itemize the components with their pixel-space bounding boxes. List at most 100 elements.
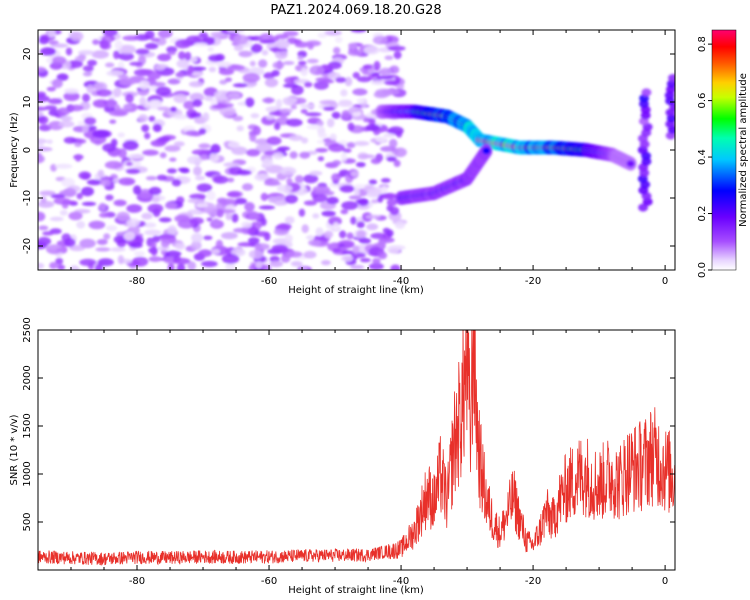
heatmap-noise-blob — [92, 39, 100, 45]
heatmap-noise-blob — [201, 260, 218, 268]
heatmap-noise-blob — [86, 84, 95, 94]
heatmap-noise-blob — [105, 194, 114, 201]
heatmap-noise-blob — [341, 110, 351, 119]
heatmap-noise-blob — [52, 43, 69, 48]
x-tick-label: -40 — [393, 576, 409, 587]
heatmap-noise-blob — [388, 126, 404, 136]
heatmap-noise-blob — [198, 143, 211, 149]
heatmap-noise-blob — [212, 175, 229, 184]
heatmap-noise-blob — [38, 106, 48, 111]
heatmap-noise-blob — [75, 154, 82, 162]
heatmap-noise-blob — [187, 155, 203, 165]
heatmap-noise-blob — [274, 49, 288, 60]
heatmap-noise-blob — [249, 60, 256, 67]
heatmap-noise-blob — [158, 217, 172, 223]
snr-series-line — [38, 330, 675, 566]
heatmap-noise-blob — [154, 64, 166, 71]
heatmap-noise-blob — [227, 177, 235, 183]
heatmap-noise-blob — [210, 98, 218, 107]
heatmap-noise-blob — [236, 125, 244, 132]
heatmap-noise-blob — [167, 78, 181, 85]
heatmap-noise-blob — [329, 133, 337, 141]
heatmap-noise-blob — [134, 250, 145, 257]
heatmap-noise-blob — [70, 31, 84, 42]
heatmap-noise-blob — [321, 260, 331, 266]
heatmap-noise-blob — [277, 223, 292, 231]
heatmap-noise-blob — [317, 156, 325, 162]
heatmap-noise-blob — [352, 245, 360, 254]
heatmap-noise-blob — [375, 136, 388, 143]
y-tick-label: 2500 — [22, 317, 33, 342]
heatmap-noise-blob — [110, 247, 126, 252]
heatmap-noise-blob — [298, 208, 306, 217]
heatmap-noise-blob — [44, 105, 58, 111]
heatmap-noise-blob — [262, 264, 272, 270]
heatmap-noise-blob — [95, 247, 111, 252]
heatmap-noise-blob — [231, 213, 239, 223]
heatmap-noise-blob — [199, 154, 209, 161]
heatmap-noise-blob — [92, 129, 110, 138]
heatmap-noise-blob — [82, 71, 92, 77]
heatmap-noise-blob — [144, 222, 157, 228]
heatmap-noise-blob — [108, 110, 127, 117]
heatmap-noise-blob — [63, 91, 80, 102]
heatmap-noise-blob — [290, 261, 303, 267]
colorbar-gradient — [711, 29, 737, 271]
heatmap-noise-blob — [76, 221, 86, 229]
heatmap-track-core — [482, 147, 491, 155]
heatmap-noise-blob — [185, 130, 199, 137]
heatmap-noise-blob — [122, 35, 140, 41]
heatmap-noise-blob — [164, 145, 181, 152]
heatmap-noise-blob — [274, 200, 284, 206]
heatmap-noise-blob — [358, 154, 376, 159]
heatmap-noise-blob — [308, 239, 322, 247]
heatmap-noise-blob — [390, 264, 401, 270]
heatmap-noise-blob — [342, 148, 352, 153]
heatmap-noise-blob — [171, 179, 182, 187]
heatmap-noise-blob — [132, 256, 149, 267]
heatmap-noise-blob — [118, 177, 136, 186]
heatmap-noise-blob — [306, 124, 323, 130]
heatmap-noise-blob — [219, 79, 228, 85]
heatmap-noise-blob — [160, 239, 170, 248]
x-tick-label: -60 — [261, 276, 277, 287]
heatmap-noise-blob — [39, 190, 56, 196]
heatmap-noise-blob — [339, 185, 355, 193]
heatmap-noise-blob — [192, 99, 203, 107]
heatmap-noise-blob — [250, 113, 260, 119]
heatmap-noise-blob — [165, 250, 182, 258]
heatmap-noise-blob — [279, 108, 293, 113]
heatmap-noise-blob — [350, 216, 357, 225]
heatmap-noise-blob — [265, 115, 275, 120]
heatmap-noise-blob — [357, 198, 369, 207]
heatmap-noise-blob — [214, 90, 231, 100]
heatmap-noise-blob — [187, 65, 194, 75]
heatmap-noise-blob — [350, 30, 367, 33]
heatmap-noise-blob — [348, 195, 362, 200]
heatmap-noise-blob — [312, 185, 331, 195]
heatmap-noise-blob — [148, 115, 156, 122]
colorbar: 0.0 0.2 0.4 0.6 0.8 Normalized spectral ampl… — [697, 29, 749, 278]
heatmap-noise-blob — [324, 30, 342, 36]
heatmap-noise-blob — [151, 197, 161, 203]
heatmap-noise-blob — [125, 168, 141, 174]
heatmap-noise-blob — [189, 112, 202, 118]
heatmap-noise-blob — [87, 59, 98, 67]
heatmap-noise-blob — [319, 100, 337, 105]
heatmap-noise-blob — [275, 39, 290, 50]
heatmap-noise-blob — [103, 233, 111, 240]
heatmap-noise-blob — [221, 253, 240, 264]
heatmap-noise-blob — [157, 106, 170, 111]
spectrogram-panel: -80 -60 -40 -20 0 -20 -10 0 10 20 Height of strai… — [9, 29, 676, 296]
heatmap-noise-blob — [370, 80, 386, 86]
heatmap-noise-blob — [216, 208, 224, 218]
heatmap-noise-blob — [315, 148, 328, 153]
heatmap-noise-blob — [299, 151, 311, 159]
heatmap-noise-blob — [78, 171, 92, 180]
heatmap-noise-blob — [300, 108, 308, 114]
heatmap-noise-blob — [99, 212, 109, 218]
heatmap-noise-blob — [254, 173, 270, 182]
heatmap-noise-blob — [125, 93, 134, 103]
heatmap-noise-blob — [326, 196, 339, 205]
heatmap-noise-blob — [187, 198, 204, 204]
